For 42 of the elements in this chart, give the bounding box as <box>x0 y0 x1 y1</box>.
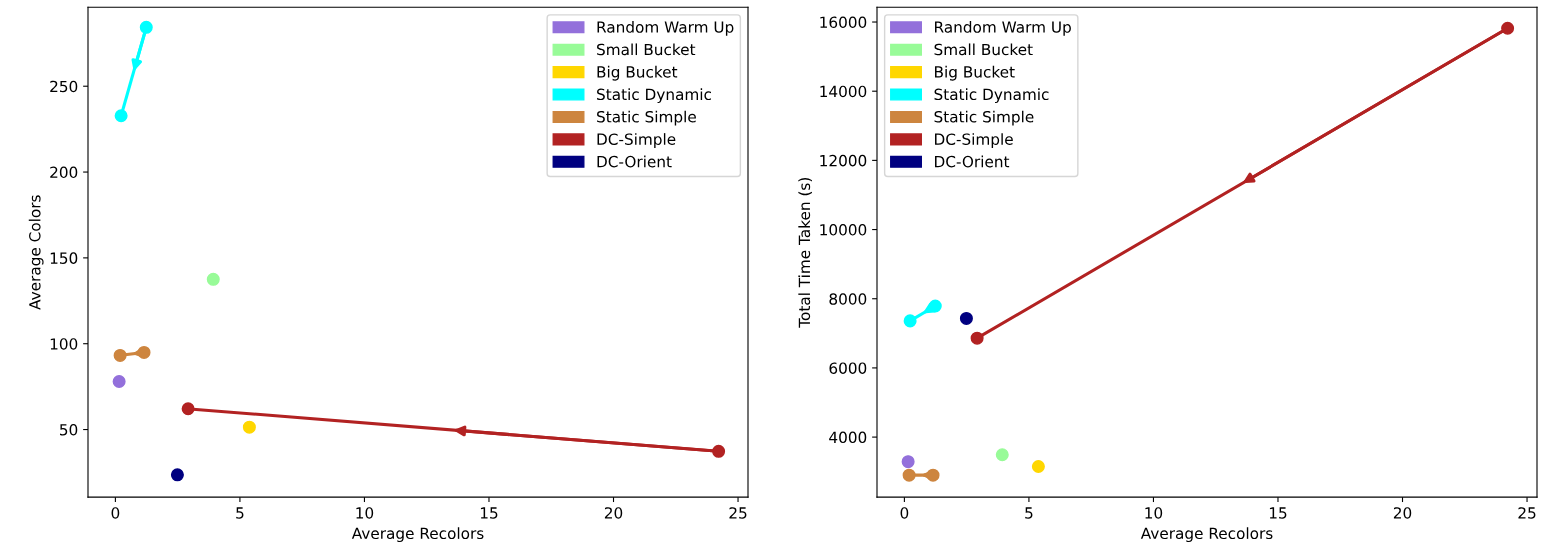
x-tick-label: 0 <box>111 507 120 519</box>
x-axis-title: Average Recolors <box>351 527 484 543</box>
x-tick-label: 25 <box>1518 507 1536 519</box>
legend-label: DC-Orient <box>935 155 1010 168</box>
x-axis-title: Average Recolors <box>1140 527 1273 543</box>
y-tick-label: 14000 <box>820 85 867 98</box>
y-tick-label: 8000 <box>829 293 867 305</box>
y-axis-title: Average Colors <box>28 195 44 310</box>
x-tick-label: 5 <box>236 507 244 519</box>
legend-label: Small Bucket <box>934 43 1033 56</box>
x-tick-label: 5 <box>1025 507 1033 519</box>
y-tick-label: 16000 <box>820 16 867 29</box>
y-tick-label: 200 <box>50 166 78 179</box>
x-tick-label: 10 <box>356 507 374 519</box>
legend-label: DC-Simple <box>935 133 1013 148</box>
legend-label: DC-Orient <box>597 155 672 168</box>
x-tick-label: 15 <box>480 507 498 519</box>
legend-label: Small Bucket <box>597 43 696 56</box>
y-tick-label: 10000 <box>820 224 867 236</box>
y-tick-label: 4000 <box>829 431 867 444</box>
legend-label: Big Bucket <box>597 65 678 81</box>
x-tick-label: 25 <box>729 507 747 519</box>
y-tick-label: 50 <box>60 424 78 436</box>
legend-label: Static Dynamic <box>597 88 711 104</box>
legend-label: Big Bucket <box>935 65 1015 81</box>
x-tick-label: 20 <box>1393 507 1412 519</box>
y-tick-label: 12000 <box>820 154 867 167</box>
legend-label: Static Dynamic <box>934 88 1049 104</box>
legend-label: Random Warm Up <box>597 21 734 36</box>
legend-label: Random Warm Up <box>935 21 1071 36</box>
y-tick-label: 150 <box>50 252 78 264</box>
legend-label: Static Simple <box>597 110 696 126</box>
x-tick-label: 15 <box>1269 507 1287 519</box>
legend-label: Static Simple <box>934 110 1034 126</box>
legend-label: DC-Simple <box>597 133 676 148</box>
y-tick-label: 6000 <box>829 362 867 374</box>
y-tick-label: 100 <box>50 338 78 350</box>
x-tick-label: 20 <box>604 507 623 519</box>
x-tick-label: 0 <box>900 507 909 519</box>
y-axis-title: Total Time Taken (s) <box>798 178 812 328</box>
y-tick-label: 250 <box>50 80 78 93</box>
x-tick-label: 10 <box>1145 507 1163 519</box>
